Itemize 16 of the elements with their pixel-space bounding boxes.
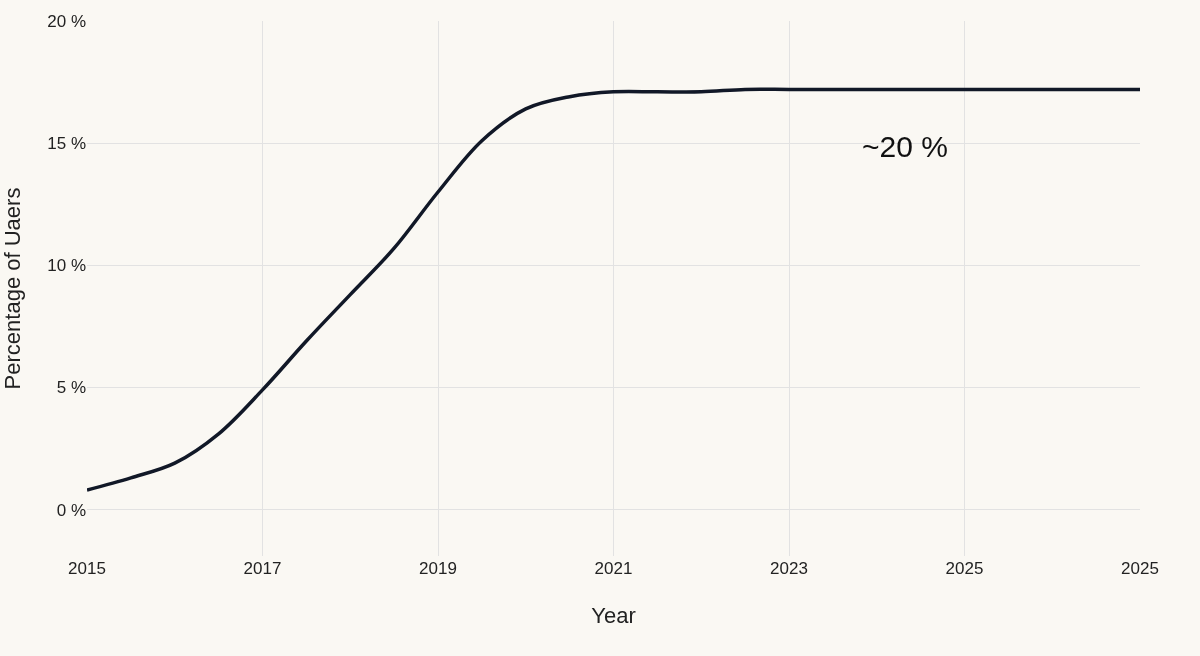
y-tick-label: 5 % xyxy=(56,378,86,398)
x-tick-label: 2019 xyxy=(419,559,457,578)
y-tick-label: 10 % xyxy=(47,256,86,276)
x-tick-label: 2017 xyxy=(243,559,282,578)
x-tick-label: 2023 xyxy=(770,559,808,578)
y-tick-label: 20 % xyxy=(47,11,86,31)
line-series xyxy=(87,87,1140,492)
x-axis-title: Year xyxy=(591,602,636,628)
y-tick-label: 15 % xyxy=(47,134,86,154)
y-tick-label: 0 % xyxy=(56,500,86,520)
x-tick-label: 2025 xyxy=(1121,559,1159,578)
x-tick-label: 2015 xyxy=(68,559,106,578)
annotation: ~20 % xyxy=(862,130,948,163)
x-tick-label: 2025 xyxy=(945,559,984,578)
y-axis-title: Percentage of Uaers xyxy=(0,187,26,390)
x-tick-label: 2021 xyxy=(594,559,633,578)
